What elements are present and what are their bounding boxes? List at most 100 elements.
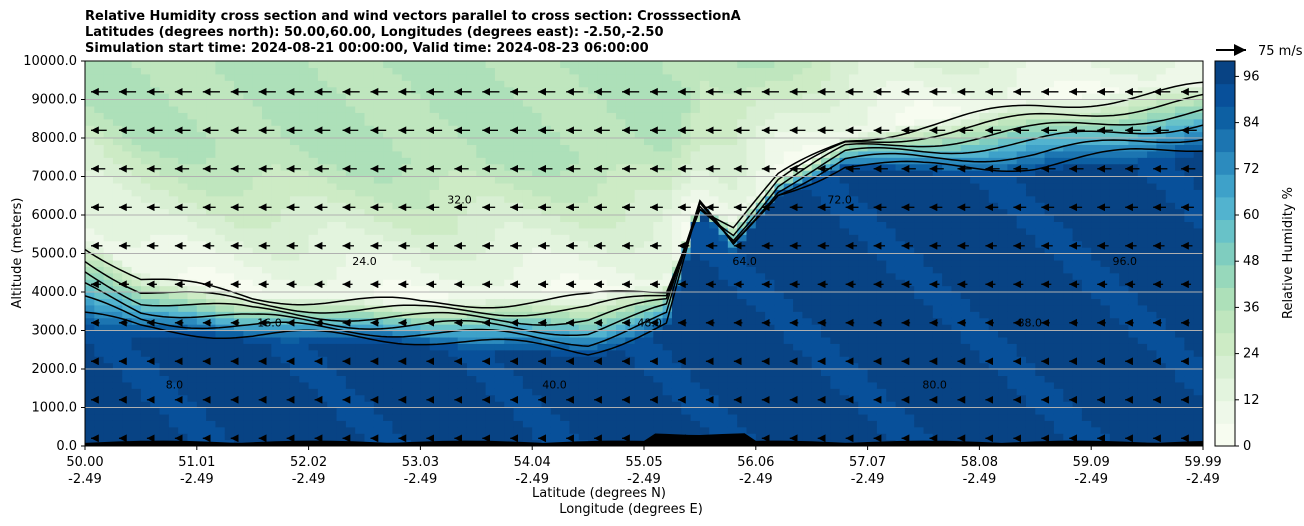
rh-cell [411, 234, 421, 242]
rh-cell [140, 189, 151, 197]
rh-cell [364, 324, 375, 332]
rh-cell [336, 144, 347, 152]
rh-cell [336, 420, 347, 428]
rh-cell [401, 253, 412, 261]
rh-cell [373, 266, 384, 274]
rh-cell [178, 150, 189, 158]
rh-cell [606, 394, 617, 402]
rh-cell [522, 182, 533, 190]
rh-cell [811, 208, 822, 216]
rh-cell [830, 221, 841, 229]
rh-cell [355, 394, 366, 402]
rh-cell [327, 240, 338, 248]
rh-cell [401, 394, 412, 402]
rh-cell [262, 163, 272, 171]
rh-cell [802, 112, 813, 120]
rh-cell [746, 61, 757, 69]
rh-cell [159, 118, 170, 126]
rh-cell [485, 272, 496, 280]
rh-cell [411, 285, 421, 293]
rh-cell [112, 388, 123, 396]
rh-cell [317, 67, 328, 75]
rh-cell [178, 61, 189, 69]
rh-cell [299, 375, 310, 383]
rh-cell [345, 272, 356, 280]
rh-cell [355, 125, 366, 133]
rh-cell [327, 86, 338, 94]
rh-cell [774, 73, 785, 81]
rh-cell [448, 144, 459, 152]
rh-cell [690, 80, 701, 88]
rh-cell [634, 157, 645, 165]
rh-cell [308, 112, 319, 120]
rh-cell [802, 375, 813, 383]
rh-cell [345, 375, 356, 383]
rh-cell [690, 144, 701, 152]
rh-cell [848, 317, 859, 325]
rh-cell [345, 138, 356, 146]
rh-cell [616, 125, 626, 133]
rh-cell [727, 285, 738, 293]
rh-cell [206, 279, 217, 287]
rh-cell [280, 157, 291, 165]
rh-cell [168, 401, 179, 409]
rh-cell [94, 394, 105, 402]
rh-cell [224, 93, 235, 101]
rh-cell [336, 170, 347, 178]
rh-cell [299, 195, 310, 203]
rh-cell [569, 125, 580, 133]
rh-cell [746, 105, 757, 113]
rh-cell [178, 99, 189, 107]
rh-cell [765, 317, 776, 325]
rh-cell [765, 394, 776, 402]
rh-cell [308, 330, 319, 338]
rh-cell [196, 138, 207, 146]
rh-cell [131, 253, 142, 261]
rh-cell [234, 279, 244, 287]
rh-cell [345, 93, 356, 101]
rh-cell [243, 202, 254, 210]
rh-cell [550, 208, 561, 216]
rh-cell [774, 279, 785, 287]
rh-cell [802, 150, 813, 158]
rh-cell [289, 215, 300, 223]
rh-cell [94, 362, 105, 370]
rh-cell [420, 189, 431, 197]
rh-cell [848, 369, 859, 377]
rh-cell [737, 426, 748, 434]
rh-cell [625, 381, 636, 389]
rh-cell [411, 215, 421, 223]
rh-cell [336, 388, 347, 396]
rh-cell [662, 125, 673, 133]
rh-cell [513, 182, 524, 190]
rh-cell [727, 298, 738, 306]
rh-cell [271, 99, 282, 107]
rh-cell [783, 401, 794, 409]
rh-cell [206, 150, 217, 158]
rh-cell [616, 208, 626, 216]
rh-cell [103, 170, 114, 178]
rh-cell [634, 420, 645, 428]
rh-cell [839, 234, 850, 242]
rh-cell [206, 61, 217, 69]
rh-cell [429, 343, 440, 351]
rh-cell [662, 381, 673, 389]
rh-cell [112, 67, 123, 75]
rh-cell [793, 215, 803, 223]
rh-cell [569, 112, 580, 120]
rh-cell [504, 131, 515, 139]
rh-cell [178, 401, 189, 409]
rh-cell [765, 375, 776, 383]
rh-cell [634, 195, 645, 203]
rh-cell [727, 61, 738, 69]
rh-cell [727, 394, 738, 402]
rh-cell [550, 285, 561, 293]
rh-cell [392, 259, 403, 267]
rh-cell [327, 285, 338, 293]
rh-cell [159, 330, 170, 338]
rh-cell [532, 86, 543, 94]
rh-cell [373, 349, 384, 357]
rh-cell [439, 413, 449, 421]
rh-cell [783, 356, 794, 364]
rh-cell [476, 138, 487, 146]
